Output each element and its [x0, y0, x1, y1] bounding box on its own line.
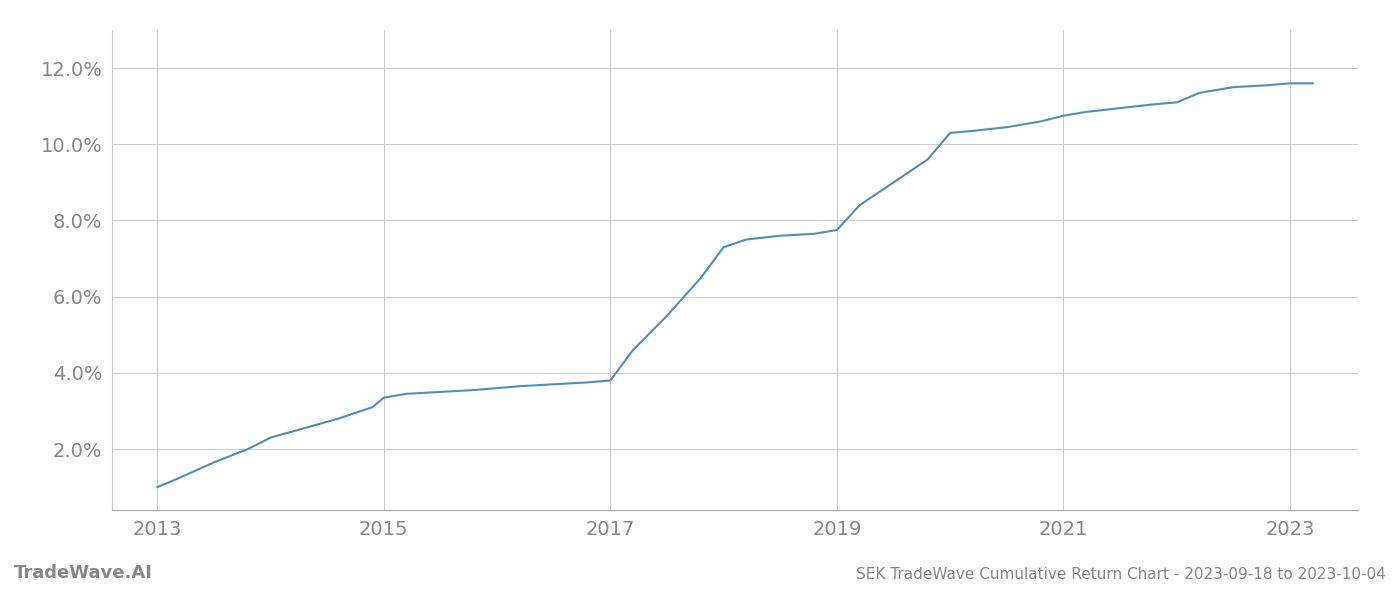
Text: SEK TradeWave Cumulative Return Chart - 2023-09-18 to 2023-10-04: SEK TradeWave Cumulative Return Chart - …	[857, 567, 1386, 582]
Text: TradeWave.AI: TradeWave.AI	[14, 564, 153, 582]
